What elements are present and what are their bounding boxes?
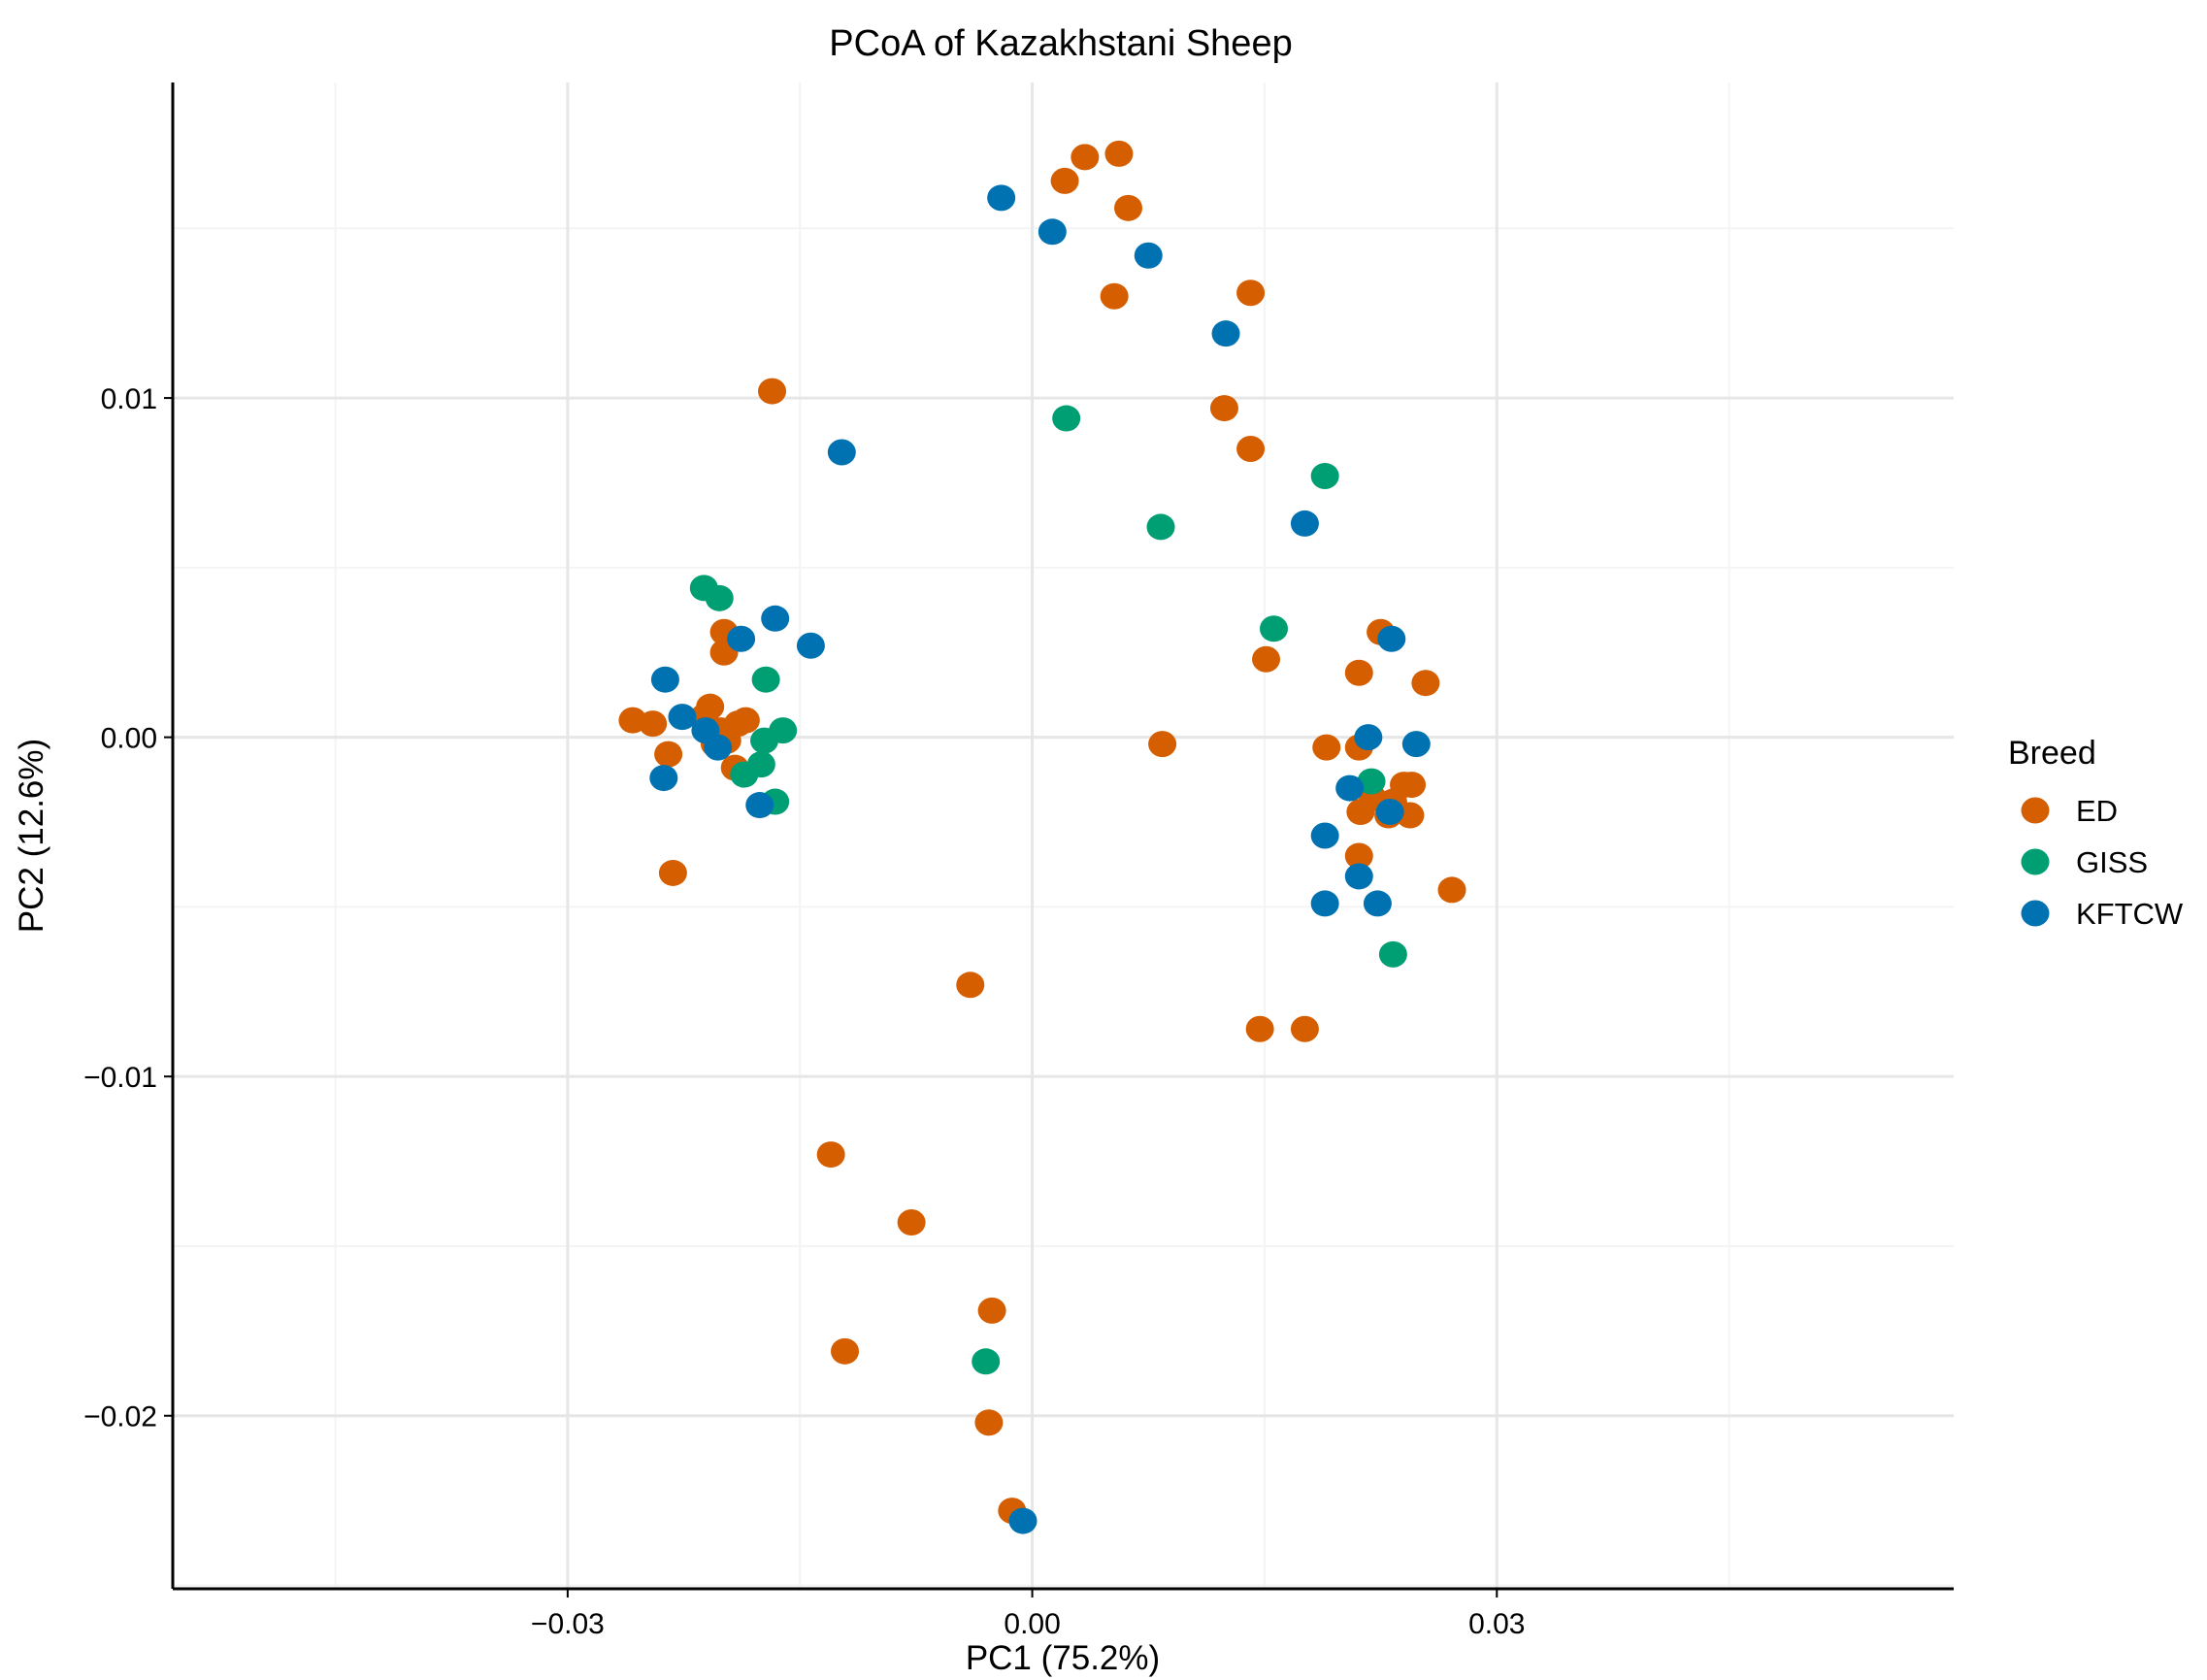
point-kftcw [1363, 890, 1392, 917]
point-ed [731, 707, 760, 734]
point-kftcw [649, 765, 678, 792]
legend-swatch-giss [2021, 848, 2050, 875]
point-ed [1437, 876, 1466, 904]
point-giss [705, 584, 734, 611]
point-kftcw [796, 632, 825, 659]
point-ed [1252, 645, 1281, 673]
point-ed [1236, 436, 1266, 463]
point-kftcw [1134, 242, 1163, 269]
point-ed [831, 1337, 860, 1365]
y-tick-label: −0.02 [83, 1401, 157, 1433]
point-ed [977, 1297, 1006, 1324]
point-kftcw [727, 625, 756, 652]
point-ed [1148, 731, 1177, 758]
point-ed [1050, 167, 1079, 194]
point-ed [1236, 280, 1266, 307]
point-ed [1312, 734, 1341, 761]
legend: Breed ED GISS KFTCW [2008, 735, 2184, 931]
point-ed [1071, 144, 1100, 171]
point-giss [972, 1348, 1001, 1375]
point-kftcw [668, 704, 697, 731]
point-kftcw [761, 605, 790, 632]
point-kftcw [827, 439, 856, 466]
legend-swatch-ed [2021, 797, 2050, 824]
point-giss [1146, 513, 1175, 541]
legend-swatch-kftcw [2021, 900, 2050, 927]
point-ed [658, 859, 687, 886]
point-kftcw [1375, 799, 1404, 826]
legend-label-ed: ED [2076, 794, 2118, 828]
point-ed [1411, 670, 1440, 697]
point-kftcw [1290, 510, 1319, 537]
y-tick-label: −0.01 [83, 1062, 157, 1094]
point-kftcw [1401, 731, 1431, 758]
point-ed [1100, 282, 1129, 310]
point-giss [1052, 405, 1081, 432]
point-giss [1260, 615, 1289, 642]
chart-title: PCoA of Kazakhstani Sheep [829, 23, 1292, 64]
x-tick-label: −0.03 [531, 1608, 605, 1640]
point-kftcw [650, 666, 679, 693]
point-kftcw [1377, 625, 1406, 652]
x-tick-label: 0.00 [1004, 1608, 1060, 1640]
point-kftcw [1008, 1507, 1038, 1534]
point-kftcw [1211, 320, 1240, 347]
point-ed [1346, 799, 1375, 826]
axis-ticks: −0.03 0.00 0.03 0.01 0.00 −0.01 −0.02 [83, 383, 1525, 1640]
legend-items: ED GISS KFTCW [2021, 794, 2184, 931]
point-kftcw [987, 184, 1016, 212]
point-ed [1104, 140, 1134, 167]
point-ed [1114, 194, 1143, 221]
point-giss [750, 727, 779, 754]
x-axis-label: PC1 (75.2%) [966, 1639, 1160, 1677]
point-kftcw [1310, 822, 1339, 849]
point-ed [1209, 395, 1238, 422]
point-giss [1357, 768, 1386, 795]
point-kftcw [745, 792, 774, 819]
legend-label-kftcw: KFTCW [2076, 897, 2184, 931]
point-giss [1310, 462, 1339, 489]
scatter-points [618, 140, 1466, 1534]
point-ed [897, 1208, 926, 1235]
point-giss [1378, 940, 1407, 968]
point-kftcw [1310, 890, 1339, 917]
point-ed [1290, 1015, 1319, 1042]
point-kftcw [1354, 724, 1383, 751]
point-ed [956, 972, 985, 999]
point-ed [1344, 659, 1373, 686]
y-tick-label: 0.01 [101, 383, 157, 415]
y-axis-label: PC2 (12.6%) [13, 739, 50, 933]
point-ed [758, 378, 787, 405]
y-tick-label: 0.00 [101, 723, 157, 755]
point-ed [816, 1141, 845, 1169]
point-ed [1344, 842, 1373, 870]
point-kftcw [1038, 218, 1067, 246]
point-ed [974, 1409, 1004, 1436]
point-giss [730, 761, 759, 788]
point-kftcw [704, 734, 733, 761]
point-kftcw [1344, 863, 1373, 890]
point-ed [654, 741, 683, 768]
legend-label-giss: GISS [2076, 845, 2148, 879]
point-ed [639, 710, 668, 738]
legend-title: Breed [2008, 735, 2096, 772]
x-tick-label: 0.03 [1468, 1608, 1525, 1640]
point-giss [751, 666, 780, 693]
point-kftcw [1335, 774, 1365, 802]
point-ed [1245, 1015, 1274, 1042]
